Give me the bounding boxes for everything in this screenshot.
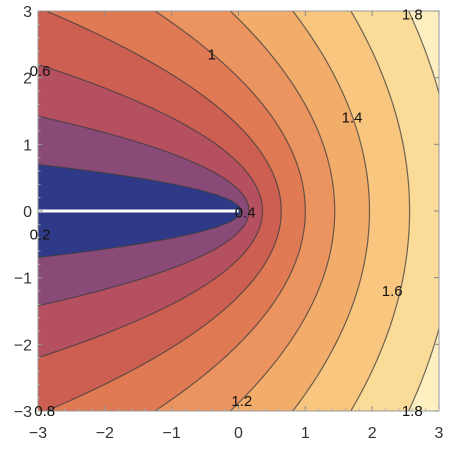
y-tick-label: 1 — [23, 137, 32, 154]
contour-label: 0.2 — [30, 226, 51, 243]
contour-line-0.8 — [44, 11, 282, 411]
x-tick-label: −3 — [29, 425, 47, 442]
x-tick-label: 3 — [435, 425, 444, 442]
contour-label: 1.8 — [402, 6, 423, 23]
y-tick-label: −1 — [14, 271, 32, 288]
y-tick-label: 0 — [23, 204, 32, 221]
x-tick-label: −1 — [163, 425, 181, 442]
contour-label: 1.8 — [402, 403, 423, 420]
contour-label: 1.2 — [231, 393, 252, 410]
y-tick-label: 2 — [23, 71, 32, 88]
x-axis-ticks: −3 −2 −1 0 1 2 3 — [29, 11, 444, 442]
x-tick-label: −2 — [96, 425, 114, 442]
y-tick-label: −3 — [14, 404, 32, 421]
y-tick-label: −2 — [14, 337, 32, 354]
contour-line-1 — [153, 11, 306, 411]
contour-line-1.4 — [291, 11, 371, 411]
contour-line-1.2 — [229, 11, 336, 411]
contour-line-1.6 — [350, 11, 411, 411]
contour-label: 0.8 — [34, 403, 55, 420]
contour-line-0.6 — [38, 63, 264, 359]
contour-label: 1.4 — [342, 110, 363, 127]
contour-labels: 0.2 0.4 0.6 0.8 1 1.2 1.4 1.6 1.8 1.8 — [30, 6, 423, 420]
contour-line-0.2 — [38, 163, 242, 259]
y-axis-ticks: −3 −2 −1 0 1 2 3 — [14, 4, 439, 421]
y-tick-label: 3 — [23, 4, 32, 21]
contour-line-0.4 — [38, 115, 250, 307]
x-tick-label: 0 — [234, 425, 243, 442]
contour-label: 0.4 — [235, 204, 256, 221]
x-tick-label: 2 — [368, 425, 377, 442]
contour-label: 1.6 — [382, 283, 403, 300]
x-tick-label: 1 — [301, 425, 310, 442]
contour-label: 1 — [208, 46, 216, 63]
contour-line-1.8 — [407, 11, 439, 411]
contour-label: 0.6 — [30, 63, 51, 80]
